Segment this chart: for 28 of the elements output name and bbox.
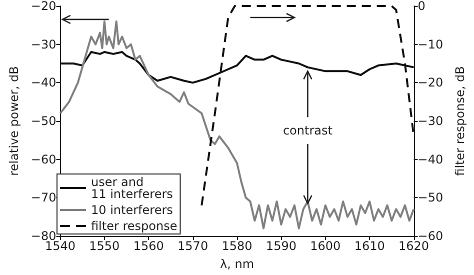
x-axis-title: λ, nm [220,257,254,271]
y2-tick-label: −30 [418,114,444,128]
y2-axis-title: filter response, dB [453,66,467,176]
annotation: contrast [282,124,333,138]
y-axis-title: relative power, dB [7,66,21,176]
y-tick-label: −30 [30,37,56,52]
y2-tick-label: −10 [418,37,444,52]
x-tick-label: 1610 [354,239,385,253]
legend-label: 10 interferers [91,203,173,217]
y2-tick-label: −40 [418,152,444,166]
y-tick-label: −60 [30,152,56,166]
x-tick-label: 1620 [398,239,430,253]
y2-tick-label: −20 [418,76,444,90]
x-tick-label: 1590 [266,239,296,253]
y2-tick-label: 0 [418,0,426,13]
x-tick-label: 1580 [222,239,252,253]
x-tick-label: 1560 [133,239,164,253]
x-tick-label: 1600 [310,239,341,253]
x-tick-label: 1540 [44,239,76,253]
legend-label: filter response [91,219,178,233]
legend-label: user and 11 interferers [91,175,173,201]
x-tick-label: 1570 [178,239,208,253]
y-tick-label: −40 [30,76,56,90]
x-tick-label: 1550 [89,239,120,253]
y2-tick-label: −50 [418,190,444,205]
y-tick-label: −70 [30,190,56,205]
y-tick-label: −50 [30,114,56,128]
y-tick-label: −20 [30,0,56,13]
